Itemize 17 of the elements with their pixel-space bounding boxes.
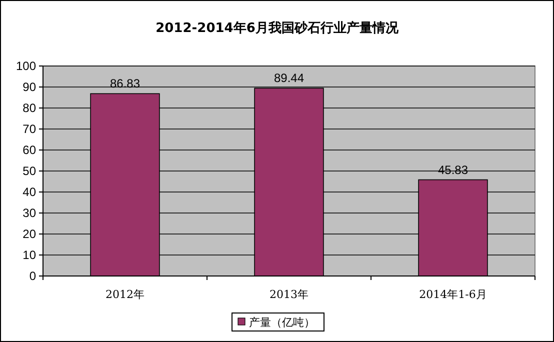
x-tick-label: 2012年	[106, 288, 144, 301]
y-tick-label: 0	[29, 269, 36, 284]
x-tick-label: 2013年	[270, 288, 308, 301]
data-label: 89.44	[274, 71, 304, 86]
y-tick-label: 30	[22, 206, 36, 220]
y-tick-label: 90	[22, 80, 36, 94]
y-tick-label: 50	[22, 164, 36, 178]
x-tick-label: 2014年1-6月	[419, 288, 487, 301]
y-tick-label: 60	[22, 143, 36, 158]
y-tick-label: 70	[22, 122, 36, 136]
y-tick-label: 40	[22, 185, 36, 200]
y-tick-label: 20	[22, 227, 36, 242]
legend-label: 产量（亿吨）	[249, 316, 315, 329]
y-tick-label: 100	[16, 59, 36, 74]
y-tick-label: 80	[22, 101, 36, 116]
chart-title: 2012-2014年6月我国砂石行业产量情况	[156, 20, 400, 36]
y-tick-label: 10	[22, 248, 36, 262]
